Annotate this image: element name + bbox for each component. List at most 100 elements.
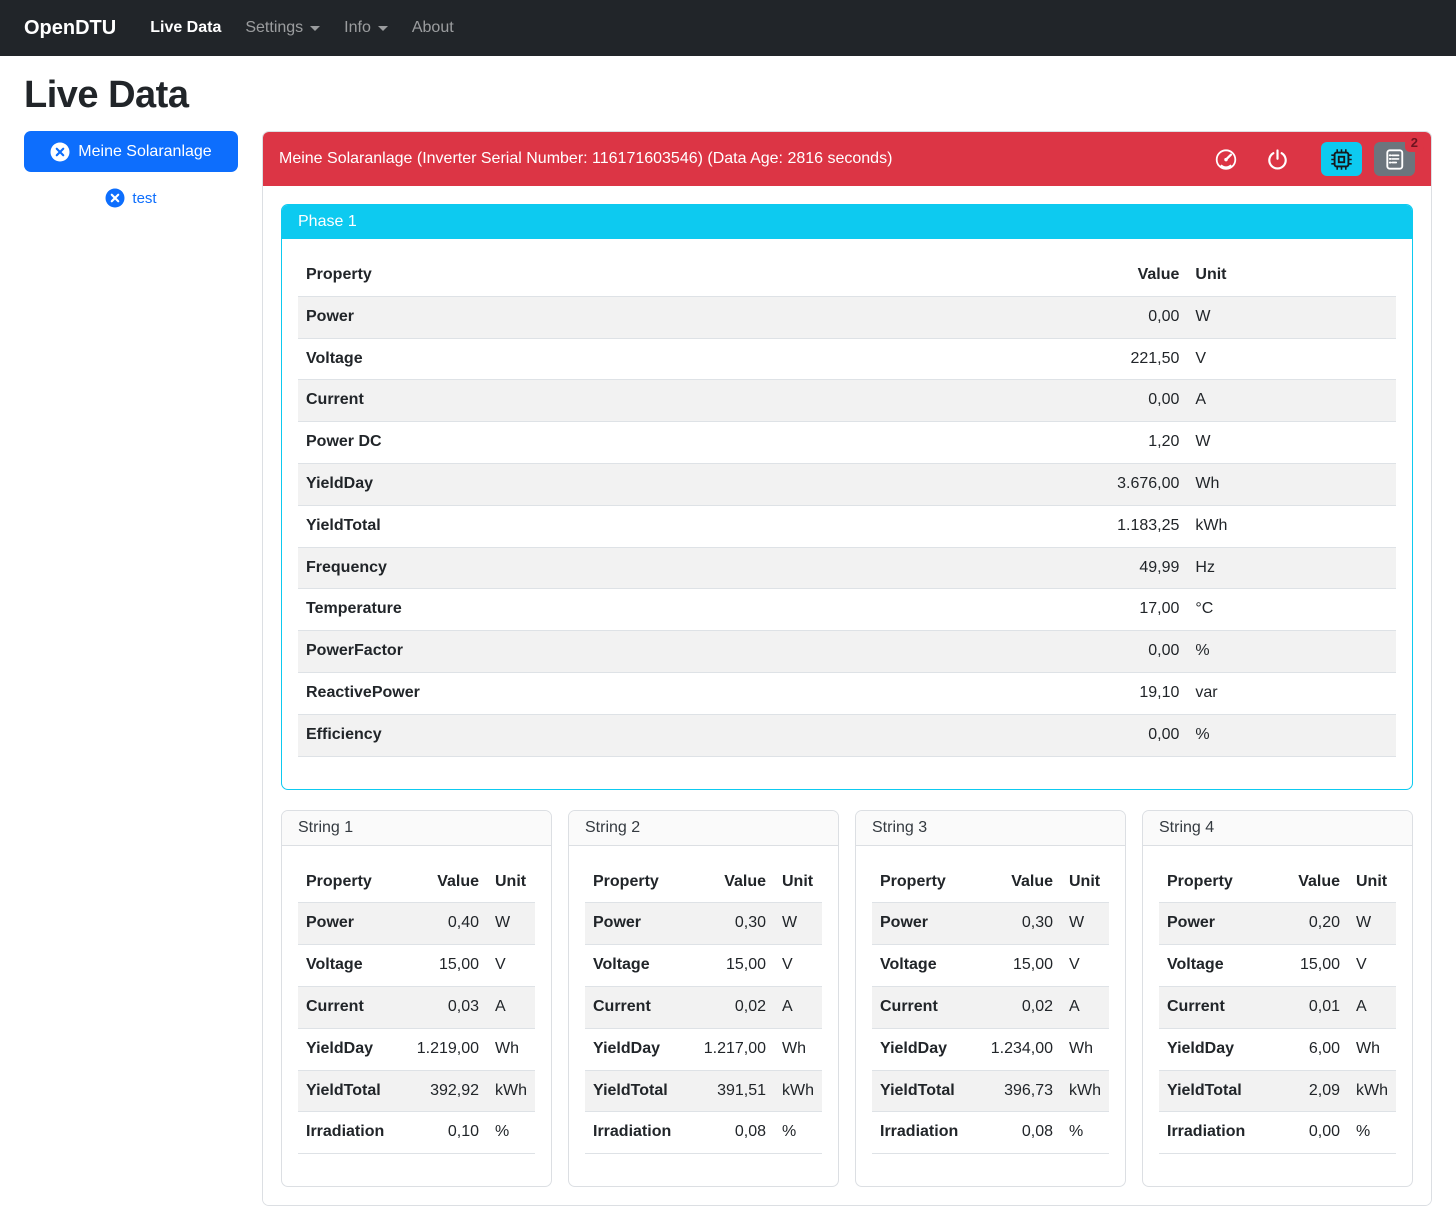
string-card-body: Property Value Unit Power 0,20 W Voltage 15,00 V… bbox=[1143, 846, 1412, 1187]
value-cell: 0,00 bbox=[1148, 307, 1180, 325]
value-cell: 392,92 bbox=[430, 1081, 479, 1099]
table-row: YieldTotal 392,92 kWh bbox=[298, 1070, 535, 1112]
value-cell: 2,09 bbox=[1308, 1081, 1340, 1099]
table-row: Frequency 49,99 Hz bbox=[298, 547, 1396, 589]
inverter-select-button-meine-solaranlage[interactable]: Meine Solaranlage bbox=[24, 131, 238, 172]
value-cell: 17,00 bbox=[1139, 600, 1180, 618]
nav-item-info[interactable]: Info bbox=[336, 11, 396, 45]
nav-menu: Live Data Settings Info About bbox=[142, 11, 469, 45]
value-cell: 0,01 bbox=[1308, 997, 1340, 1015]
speedometer-icon bbox=[1215, 149, 1237, 170]
property-cell: Current bbox=[306, 391, 364, 409]
string-card-body: Property Value Unit Power 0,40 W Voltage 15,00 V… bbox=[282, 846, 551, 1187]
string-table: Property Value Unit Power 0,40 W Voltage 15,00 V… bbox=[298, 861, 535, 1155]
table-row: Current 0,00 A bbox=[298, 379, 1396, 422]
unit-cell: V bbox=[1069, 956, 1080, 974]
nav-item-settings[interactable]: Settings bbox=[237, 11, 328, 45]
phase-card-header: Phase 1 bbox=[282, 205, 1412, 239]
value-cell: 0,40 bbox=[447, 914, 479, 932]
property-cell: Irradiation bbox=[1167, 1123, 1246, 1141]
device-info-button[interactable] bbox=[1321, 142, 1362, 176]
value-cell: 15,00 bbox=[438, 956, 479, 974]
table-row: YieldDay 1.217,00 Wh bbox=[585, 1028, 822, 1071]
value-cell: 391,51 bbox=[717, 1081, 766, 1099]
string-table: Property Value Unit Power 0,20 W Voltage 15,00 V… bbox=[1159, 861, 1396, 1155]
table-row: YieldDay 1.234,00 Wh bbox=[872, 1028, 1109, 1071]
unit-cell: A bbox=[782, 997, 793, 1015]
value-cell: 6,00 bbox=[1308, 1039, 1340, 1057]
brand-opendtu[interactable]: OpenDTU bbox=[24, 16, 117, 39]
value-cell: 1.217,00 bbox=[703, 1039, 766, 1057]
column-header-value: Value bbox=[901, 255, 1188, 297]
property-cell: YieldDay bbox=[306, 1039, 373, 1057]
column-header-property: Property bbox=[585, 861, 696, 904]
property-cell: ReactivePower bbox=[306, 683, 420, 701]
table-body: Power 0,30 W Voltage 15,00 V Current 0,02 A Yield… bbox=[585, 902, 822, 1154]
unit-cell: Hz bbox=[1195, 558, 1215, 576]
value-cell: 49,99 bbox=[1139, 558, 1180, 576]
unit-cell: W bbox=[1069, 914, 1085, 932]
table-row: YieldDay 6,00 Wh bbox=[1159, 1028, 1396, 1071]
property-cell: YieldTotal bbox=[306, 516, 381, 534]
unit-cell: kWh bbox=[1069, 1081, 1101, 1099]
property-cell: Power bbox=[1167, 914, 1216, 932]
table-row: Voltage 15,00 V bbox=[872, 945, 1109, 987]
value-cell: 1.234,00 bbox=[990, 1039, 1053, 1057]
inverter-sidebar: Meine Solaranlage test bbox=[24, 131, 238, 208]
property-cell: PowerFactor bbox=[306, 642, 403, 660]
table-row: Current 0,02 A bbox=[872, 986, 1109, 1029]
property-cell: YieldTotal bbox=[880, 1081, 955, 1099]
unit-cell: kWh bbox=[1356, 1081, 1388, 1099]
table-header-row: Property Value Unit bbox=[1159, 861, 1396, 904]
inverter-card-header: Meine Solaranlage (Inverter Serial Numbe… bbox=[263, 132, 1431, 186]
unit-cell: % bbox=[1069, 1123, 1084, 1141]
table-row: Voltage 221,50 V bbox=[298, 338, 1396, 380]
property-cell: Power bbox=[880, 914, 929, 932]
unit-cell: Wh bbox=[1069, 1039, 1093, 1057]
property-cell: Power DC bbox=[306, 433, 382, 451]
unit-cell: A bbox=[1195, 391, 1207, 409]
unit-cell: kWh bbox=[495, 1081, 527, 1099]
page-title: Live Data bbox=[24, 74, 189, 116]
property-cell: Voltage bbox=[306, 956, 363, 974]
unit-cell: % bbox=[782, 1123, 797, 1141]
unit-cell: A bbox=[495, 997, 506, 1015]
power-button[interactable] bbox=[1258, 144, 1297, 175]
inverter-select-link-test[interactable]: test bbox=[24, 188, 238, 208]
property-cell: YieldTotal bbox=[593, 1081, 668, 1099]
value-cell: 0,02 bbox=[734, 997, 766, 1015]
inverter-name: Meine Solaranlage bbox=[78, 142, 212, 160]
value-cell: 0,03 bbox=[447, 997, 479, 1015]
property-cell: Irradiation bbox=[306, 1123, 385, 1141]
value-cell: 1,20 bbox=[1148, 433, 1180, 451]
cpu-icon bbox=[1331, 148, 1352, 170]
table-body: Power 0,20 W Voltage 15,00 V Current 0,01 A Yield… bbox=[1159, 902, 1396, 1154]
value-cell: 0,00 bbox=[1148, 391, 1180, 409]
column-header-property: Property bbox=[872, 861, 983, 904]
nav-item-about[interactable]: About bbox=[411, 19, 454, 36]
string-card-2: String 2 Property Value Unit Power 0,30 W Volta… bbox=[568, 809, 839, 1188]
property-cell: Temperature bbox=[306, 600, 402, 618]
string-card-body: Property Value Unit Power 0,30 W Voltage 15,00 V… bbox=[569, 846, 838, 1187]
property-cell: YieldDay bbox=[306, 474, 373, 492]
string-card-title: String 4 bbox=[1143, 810, 1412, 846]
table-header-row: Property Value Unit bbox=[872, 861, 1109, 904]
table-head: Property Value Unit bbox=[1159, 861, 1396, 904]
navbar: OpenDTU Live Data Settings Info About bbox=[0, 0, 1456, 56]
event-log-button[interactable]: 2 bbox=[1374, 132, 1424, 176]
value-cell: 0,30 bbox=[1021, 914, 1053, 932]
column-header-value: Value bbox=[982, 861, 1061, 904]
chevron-down-icon bbox=[377, 25, 388, 31]
unit-cell: kWh bbox=[1195, 516, 1228, 534]
string-card-1: String 1 Property Value Unit Power 0,40 W Volta… bbox=[281, 809, 552, 1188]
column-header-property: Property bbox=[298, 255, 902, 297]
unit-cell: Wh bbox=[782, 1039, 806, 1057]
table-body: Power 0,00 W Voltage 221,50 V Current 0,00 A Powe… bbox=[298, 296, 1396, 757]
column-header-value: Value bbox=[695, 861, 774, 904]
table-row: Irradiation 0,00% bbox=[1159, 1112, 1396, 1154]
nav-item-live-data[interactable]: Live Data bbox=[150, 19, 222, 36]
unit-cell: °C bbox=[1195, 600, 1214, 618]
limit-settings-button[interactable] bbox=[1206, 143, 1246, 175]
property-cell: Voltage bbox=[593, 956, 650, 974]
table-body: Power 0,40 W Voltage 15,00 V Current 0,03 A Yield… bbox=[298, 902, 535, 1154]
